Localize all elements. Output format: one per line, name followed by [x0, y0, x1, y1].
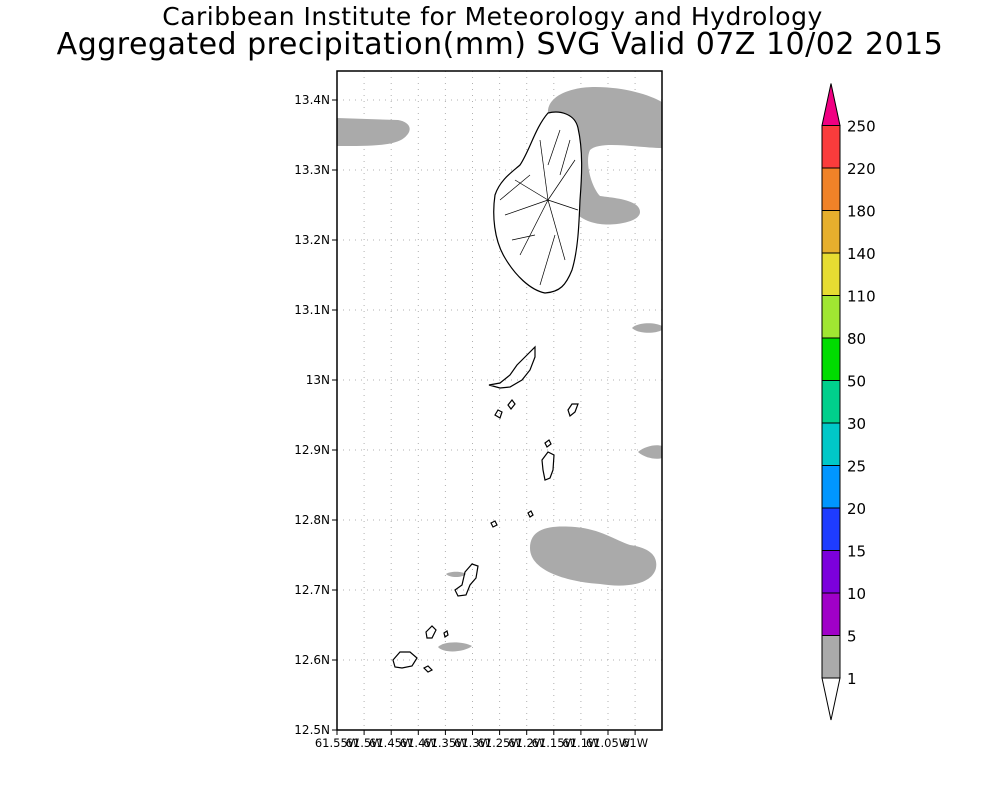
lat-tick-label: 12.8N: [294, 513, 330, 527]
lat-tick-label: 13N: [306, 373, 330, 387]
lon-tick-label: 61.55W: [315, 736, 359, 750]
colorbar-segment: [821, 507, 841, 551]
bequia-island: [488, 345, 536, 389]
title-line-1: Caribbean Institute for Meteorology and …: [162, 2, 823, 31]
mayreau-islet: [544, 439, 552, 448]
colorbar-segment: [821, 465, 841, 509]
lat-tick-label: 12.5N: [294, 723, 330, 737]
small-islet-1: [527, 510, 534, 518]
precip-area-east-small-1: [632, 323, 662, 333]
colorbar-level-label: 110: [847, 288, 876, 306]
precipitation-areas: [337, 87, 662, 652]
colorbar-level-label: 30: [847, 415, 866, 433]
petit-martinique-islet: [490, 520, 498, 528]
small-islet-4: [422, 665, 434, 673]
lon-tick-label: 61.45W: [369, 736, 413, 750]
colorbar-segment: [821, 422, 841, 466]
colorbar-level-label: 10: [847, 585, 866, 603]
lat-tick-label: 12.7N: [294, 583, 330, 597]
colorbar-segment: [821, 252, 841, 296]
lat-tick-label: 13.1N: [294, 303, 330, 317]
colorbar-segment: [821, 125, 841, 169]
lon-tick-label: 61.35W: [423, 736, 467, 750]
lon-tick-label: 61.4W: [400, 736, 437, 750]
colorbar-level-label: 180: [847, 203, 876, 221]
colorbar-level-label: 250: [847, 118, 876, 136]
colorbar-level-label: 80: [847, 330, 866, 348]
title-line-2: Aggregated precipitation(mm) SVG Valid 0…: [56, 27, 944, 62]
colorbar-level-label: 1: [847, 670, 857, 688]
colorbar-segment: [821, 635, 841, 679]
lon-tick-label: 61W: [622, 736, 648, 750]
longitude-axis: 61.55W61.5W61.45W61.4W61.35W61.3W61.25W6…: [315, 730, 648, 750]
colorbar-segment: [821, 592, 841, 636]
carriacou-island: [454, 563, 479, 597]
latitude-axis: 12.5N 12.6N 12.7N 12.8N 12.9N 13N 13.1N 13.2N 13…: [294, 93, 337, 737]
lon-tick-label: 61.05W: [586, 736, 630, 750]
lon-tick-label: 61.1W: [562, 736, 599, 750]
colorbar-segment: [821, 337, 841, 381]
mustique-island-2: [507, 399, 516, 410]
lon-tick-label: 61.5W: [346, 736, 383, 750]
saint-vincent-island: [493, 111, 583, 294]
saint-vincent-rivers: [499, 129, 579, 286]
colorbar-level-label: 20: [847, 500, 866, 518]
colorbar-level-label: 50: [847, 373, 866, 391]
union-island: [541, 451, 555, 481]
lon-tick-label: 61.15W: [532, 736, 576, 750]
precip-area-south-small-1: [446, 571, 466, 577]
colorbar-level-label: 220: [847, 160, 876, 178]
precip-area-southeast: [530, 526, 657, 586]
lon-tick-label: 61.25W: [477, 736, 521, 750]
colorbar-level-label: 140: [847, 245, 876, 263]
lat-tick-label: 12.6N: [294, 653, 330, 667]
lat-tick-label: 12.9N: [294, 443, 330, 457]
colorbar-level-label: 5: [847, 628, 857, 646]
precip-area-west: [337, 118, 410, 146]
colorbar-level-label: 15: [847, 543, 866, 561]
colorbar-segment: [821, 295, 841, 339]
precip-area-south-small-2: [438, 642, 472, 652]
lon-tick-label: 61.3W: [454, 736, 491, 750]
coastlines: [392, 111, 583, 673]
gridlines: [337, 71, 662, 730]
colorbar-over-triangle: [821, 83, 841, 126]
grenada-north-islet: [392, 651, 418, 669]
small-islet-3: [443, 630, 449, 638]
lon-tick-label: 61.2W: [508, 736, 545, 750]
colorbar-under-triangle: [821, 677, 841, 721]
mustique-island: [494, 409, 503, 419]
small-islet-2: [425, 625, 437, 639]
colorbar-level-label: 25: [847, 458, 866, 476]
precip-area-east-small-2: [638, 445, 662, 459]
lat-tick-label: 13.2N: [294, 233, 330, 247]
colorbar-segment: [821, 380, 841, 424]
colorbar-segment: [821, 550, 841, 594]
lat-tick-label: 13.4N: [294, 93, 330, 107]
lat-tick-label: 13.3N: [294, 163, 330, 177]
canouan-island: [567, 403, 579, 418]
colorbar-segment: [821, 210, 841, 254]
colorbar-segment: [821, 167, 841, 211]
